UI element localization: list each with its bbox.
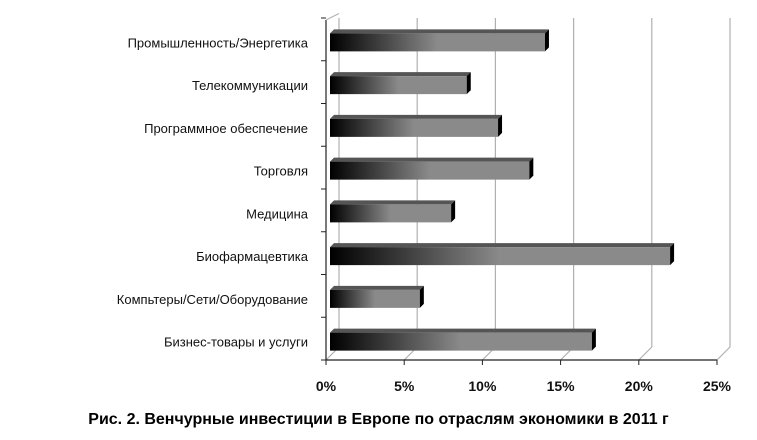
- bar-top: [330, 200, 456, 205]
- category-label: Промышленность/Энергетика: [128, 35, 309, 50]
- floor-line: [638, 346, 653, 361]
- x-tick-label: 15%: [547, 378, 576, 394]
- bar-side: [591, 328, 596, 351]
- category-label: Медицина: [246, 206, 309, 221]
- bar-top: [330, 243, 675, 248]
- bar-side: [529, 157, 534, 180]
- category-label: Торговля: [254, 164, 308, 179]
- bar-top: [330, 29, 549, 34]
- x-tick-label: 10%: [468, 378, 497, 394]
- bar: [330, 204, 452, 223]
- y-axis-depth: [325, 13, 340, 21]
- bar-side: [670, 243, 675, 266]
- bar: [330, 161, 530, 180]
- bar: [330, 33, 545, 52]
- bar-side: [419, 285, 424, 308]
- bar-top: [330, 72, 471, 77]
- bar-top: [330, 114, 503, 119]
- category-label: Телекоммуникации: [192, 78, 308, 93]
- category-label: Биофармацевтика: [196, 249, 309, 264]
- category-label: Компьтеры/Сети/Оборудование: [117, 292, 308, 307]
- bar-side: [466, 72, 471, 95]
- bar-side: [498, 114, 503, 137]
- x-tick-label: 5%: [394, 378, 415, 394]
- floor-line: [716, 346, 731, 361]
- bar-top: [330, 328, 596, 333]
- x-tick-label: 20%: [625, 378, 654, 394]
- bar: [330, 118, 499, 137]
- x-tick-label: 25%: [703, 378, 732, 394]
- bar-top: [330, 157, 534, 162]
- bar: [330, 76, 467, 95]
- bar-side: [544, 29, 549, 52]
- figure-caption: Рис. 2. Венчурные инвестиции в Европе по…: [88, 411, 669, 428]
- bar-chart: 0% 5% 10% 15% 20% 25% Промышленность/Энергетик…: [117, 13, 732, 394]
- category-label: Бизнес-товары и услуги: [164, 335, 308, 350]
- bar-top: [330, 285, 424, 290]
- bar: [330, 332, 592, 351]
- category-label: Программное обеспечение: [144, 121, 308, 136]
- bar: [330, 289, 420, 308]
- x-tick-label: 0%: [316, 378, 337, 394]
- bar: [330, 247, 671, 266]
- bar-side: [451, 200, 456, 223]
